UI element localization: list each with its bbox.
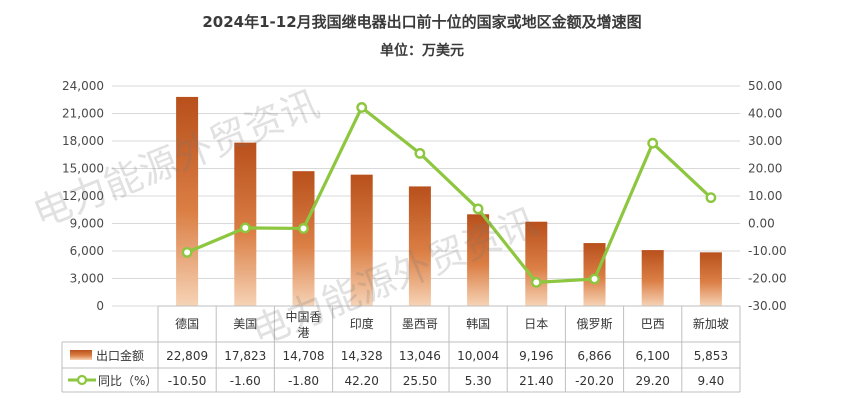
legend-label-bar: 出口金额 xyxy=(96,348,144,363)
y-left-tick-label: 0 xyxy=(96,299,104,313)
y-left-tick-label: 24,000 xyxy=(62,79,104,93)
y-right-tick-label: 0.00 xyxy=(748,217,775,231)
bar-value-label: 9,196 xyxy=(519,349,553,363)
growth-value-label: 9.40 xyxy=(698,374,725,388)
growth-point xyxy=(239,222,251,234)
bar-value-label: 6,100 xyxy=(636,349,670,363)
y-left-tick-label: 15,000 xyxy=(62,162,104,176)
bar xyxy=(408,186,431,306)
growth-line xyxy=(186,105,712,284)
y-left-tick-label: 6,000 xyxy=(70,244,104,258)
y-right-tick-label: -10.00 xyxy=(748,244,787,258)
bar-value-label: 14,328 xyxy=(341,349,383,363)
chart-title: 2024年1-12月我国继电器出口前十位的国家或地区金额及增速图 xyxy=(202,13,641,31)
bar xyxy=(699,252,722,306)
bar-value-label: 10,004 xyxy=(457,349,499,363)
y-left-tick-label: 21,000 xyxy=(62,107,104,121)
x-category-label: 墨西哥 xyxy=(402,317,438,331)
growth-point xyxy=(589,273,600,285)
growth-point xyxy=(647,137,659,149)
legend-label-line: 同比（%） xyxy=(98,374,157,388)
watermark-text: 电力能源外贸资讯 xyxy=(27,82,325,237)
y-right-tick-label: 10.00 xyxy=(748,189,782,203)
growth-point xyxy=(414,147,426,159)
x-category-label: 俄罗斯 xyxy=(576,317,612,331)
y-right-tick-label: 40.00 xyxy=(748,107,782,121)
growth-point xyxy=(472,203,484,215)
x-category-label: 韩国 xyxy=(466,316,490,331)
x-category-label: 日本 xyxy=(524,317,548,331)
y-right-tick-label: 20.00 xyxy=(748,162,782,176)
legend-key-bar xyxy=(70,350,92,360)
growth-point xyxy=(705,192,717,204)
bar-value-label: 22,809 xyxy=(166,349,208,363)
x-category-label: 美国 xyxy=(233,317,257,331)
y-left-tick-label: 18,000 xyxy=(62,134,104,148)
y-left-tick-label: 12,000 xyxy=(62,189,104,203)
watermark-text: 电力能源外贸资讯 xyxy=(245,200,543,355)
y-left-tick-label: 9,000 xyxy=(70,217,104,231)
growth-point xyxy=(530,276,542,288)
y-right-tick-label: 50.00 xyxy=(748,79,782,93)
growth-value-label: 29.20 xyxy=(636,374,670,388)
growth-value-label: -10.50 xyxy=(168,374,207,388)
x-category-label: 中国香 xyxy=(285,309,321,324)
x-category-label: 新加坡 xyxy=(693,316,729,331)
growth-value-label: 21.40 xyxy=(519,374,553,388)
bar-value-label: 17,823 xyxy=(224,349,266,363)
growth-value-label: 42.20 xyxy=(345,374,379,388)
bar-value-label: 13,046 xyxy=(399,349,441,363)
bar-value-label: 14,708 xyxy=(283,349,325,363)
bar-value-label: 5,853 xyxy=(694,349,728,363)
bar xyxy=(641,250,664,306)
bar xyxy=(525,221,548,306)
legend-key-marker xyxy=(76,374,88,386)
growth-value-label: 5.30 xyxy=(465,374,492,388)
y-left-tick-label: 3,000 xyxy=(70,272,104,286)
bar xyxy=(292,171,315,306)
growth-point xyxy=(181,246,193,258)
growth-value-label: -1.80 xyxy=(288,374,319,388)
growth-value-label: 25.50 xyxy=(403,374,437,388)
bar xyxy=(176,96,199,306)
growth-value-label: -1.60 xyxy=(230,374,261,388)
bar xyxy=(350,174,373,306)
x-category-label: 港 xyxy=(297,326,309,340)
y-right-tick-label: -30.00 xyxy=(748,299,787,313)
growth-point xyxy=(356,102,368,113)
x-category-label: 德国 xyxy=(175,316,199,331)
x-category-label: 巴西 xyxy=(641,317,665,331)
bar-value-label: 6,866 xyxy=(577,349,611,363)
chart-subtitle: 单位：万美元 xyxy=(380,42,464,59)
y-right-tick-label: 30.00 xyxy=(748,134,782,148)
y-right-tick-label: -20.00 xyxy=(748,272,787,286)
bar xyxy=(467,214,490,306)
x-category-label: 印度 xyxy=(350,316,374,331)
growth-value-label: -20.20 xyxy=(575,374,614,388)
growth-point xyxy=(298,223,309,234)
